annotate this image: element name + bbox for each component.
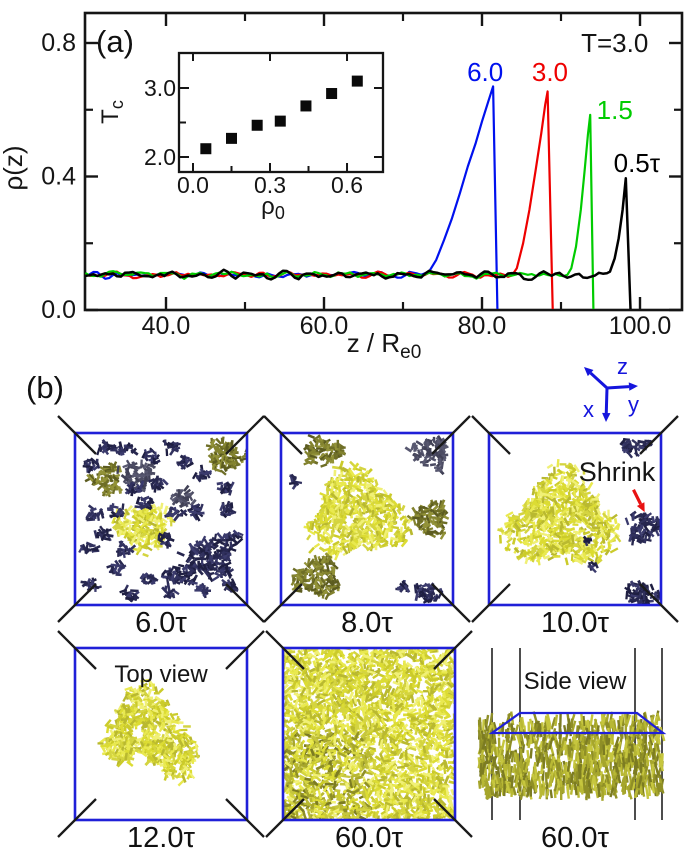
svg-text:y: y (628, 392, 639, 417)
temperature-annotation: T=3.0 (581, 28, 648, 58)
svg-text:0.3: 0.3 (254, 172, 286, 198)
svg-text:ρ(z): ρ(z) (0, 145, 28, 190)
snapshot-time-label: 12.0τ (127, 822, 195, 854)
density-curve-0.5τ: 0.5τ (85, 148, 661, 310)
snapshot-60.0tau-side: Side view 60.0τ (469, 628, 681, 860)
svg-text:z: z (617, 354, 628, 379)
triad: zy x (583, 354, 639, 422)
svg-text:z / Re0: z / Re0 (347, 328, 422, 360)
snapshot-60.0tau-top: 60.0τ (263, 628, 475, 860)
particle-clusters (78, 436, 247, 603)
svg-text:100.0: 100.0 (609, 312, 672, 340)
snapshot-12.0tau: Top view 12.0τ (55, 628, 267, 860)
particle-clusters (97, 678, 200, 787)
panel-b-label: (b) (26, 370, 64, 405)
shrink-arrow (632, 489, 645, 513)
svg-text:0.8: 0.8 (41, 29, 76, 57)
top-view-label: Top view (114, 661, 208, 688)
box-corner-edges (471, 415, 679, 623)
polymer-slab (477, 710, 666, 801)
snapshot-60.0tau-top-image (265, 630, 473, 838)
svg-text:0.4: 0.4 (41, 163, 76, 191)
simulation-box-frame (487, 431, 663, 607)
svg-text:1.5: 1.5 (597, 95, 633, 125)
snapshot-6.0tau-image (57, 415, 265, 623)
snapshot-8.0tau-image (263, 415, 471, 623)
simulation-box-frame (279, 431, 455, 607)
svg-text:Tc: Tc (97, 100, 127, 124)
particle-clusters (288, 433, 450, 604)
svg-text:ρ0: ρ0 (261, 193, 285, 223)
svg-text:40.0: 40.0 (142, 312, 191, 340)
main-axes (83, 11, 684, 312)
snapshot-12.0tau-image (57, 630, 265, 838)
svg-text:0.0: 0.0 (177, 172, 209, 198)
panel-a-chart: 40.0 60.0 80.0 100.0 0.0 0.4 0.8 z / Re0 ρ(z) T=3… (0, 11, 684, 360)
box-corner-edges (263, 415, 471, 623)
inset-data-points (200, 75, 363, 155)
coordinate-axes-triad: zy x (583, 354, 639, 422)
snapshot-60.0tau-side-image (477, 648, 667, 820)
svg-text:0.6: 0.6 (331, 172, 363, 198)
snapshot-time-label: 60.0τ (335, 822, 403, 854)
svg-text:2.0: 2.0 (144, 144, 176, 170)
simulation-box-frame (73, 646, 249, 822)
svg-text:x: x (583, 397, 594, 422)
box-corner-edges (57, 415, 265, 623)
particle-clusters (497, 437, 661, 605)
svg-text:60.0: 60.0 (300, 312, 349, 340)
simulation-box-frame (73, 431, 249, 607)
panel-a-label: (a) (96, 24, 134, 59)
svg-text:3.0: 3.0 (144, 75, 176, 101)
snapshot-10.0tau: Shrink 10.0τ (469, 413, 681, 648)
shrink-annotation: Shrink (578, 457, 656, 487)
box-corner-edges (57, 630, 265, 838)
snapshot-time-label: 60.0τ (541, 822, 609, 854)
snapshot-6.0tau: 6.0τ (55, 413, 267, 648)
inset-chart: 0.0 0.3 0.6 2.0 3.0 ρ0 Tc (97, 51, 385, 223)
svg-text:0.5τ: 0.5τ (614, 148, 661, 178)
svg-text:T=3.0: T=3.0 (581, 28, 648, 58)
snapshot-time-label: 10.0τ (541, 607, 609, 639)
side-view-label: Side view (523, 668, 627, 695)
x-axis-title: z / Re0 (347, 328, 422, 360)
side-view (477, 648, 667, 820)
svg-text:3.0: 3.0 (532, 57, 568, 87)
svg-text:0.0: 0.0 (41, 296, 76, 324)
snapshot-time-label: 6.0τ (135, 607, 187, 639)
y-axis-title: ρ(z) (0, 145, 28, 190)
particle-clusters (283, 648, 455, 820)
snapshot-10.0tau-image (471, 415, 679, 623)
simulation-box-frame (281, 646, 457, 822)
svg-text:6.0: 6.0 (467, 57, 503, 87)
box-corner-edges (265, 630, 473, 838)
snapshot-8.0tau: 8.0τ (261, 413, 473, 648)
snapshot-time-label: 8.0τ (341, 607, 393, 639)
y-tick-labels: 0.0 0.4 0.8 (41, 29, 76, 324)
x-tick-labels: 40.0 60.0 80.0 100.0 (142, 312, 672, 340)
svg-text:80.0: 80.0 (458, 312, 507, 340)
